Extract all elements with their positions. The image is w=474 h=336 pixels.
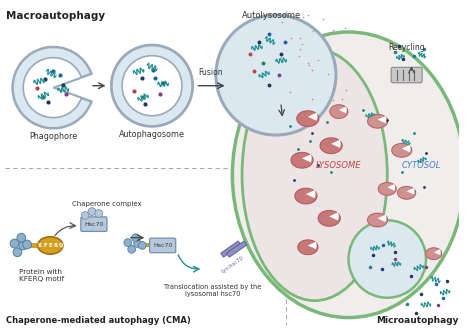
Ellipse shape: [261, 105, 310, 134]
Wedge shape: [329, 212, 339, 220]
Bar: [227, 241, 247, 257]
Text: Translocation assisted by the
lysosomal hsc70: Translocation assisted by the lysosomal …: [164, 284, 262, 297]
Circle shape: [216, 15, 336, 135]
Text: Q: Q: [59, 243, 63, 248]
Text: Chaperone-mediated autophagy (CMA): Chaperone-mediated autophagy (CMA): [6, 316, 191, 325]
Wedge shape: [308, 242, 317, 249]
FancyBboxPatch shape: [391, 67, 422, 83]
Text: Hsc70: Hsc70: [84, 222, 104, 227]
Polygon shape: [298, 240, 318, 255]
Text: LYSOSOME: LYSOSOME: [316, 161, 362, 170]
Circle shape: [111, 45, 192, 126]
Text: Autophagosome: Autophagosome: [119, 130, 185, 139]
Circle shape: [82, 212, 89, 219]
Wedge shape: [407, 188, 414, 195]
Polygon shape: [368, 213, 388, 227]
Circle shape: [88, 208, 96, 215]
Polygon shape: [426, 248, 442, 259]
Polygon shape: [378, 183, 396, 195]
Circle shape: [132, 234, 139, 242]
Wedge shape: [23, 58, 82, 118]
Text: E: E: [48, 243, 52, 248]
Text: K: K: [38, 243, 42, 248]
Text: Macroautophagy: Macroautophagy: [6, 11, 105, 21]
Polygon shape: [392, 143, 412, 157]
Polygon shape: [368, 115, 388, 128]
Circle shape: [122, 56, 182, 116]
Bar: [221, 241, 241, 257]
Circle shape: [23, 240, 31, 249]
Polygon shape: [295, 188, 317, 204]
FancyBboxPatch shape: [150, 238, 176, 253]
Circle shape: [128, 246, 136, 253]
Circle shape: [134, 240, 141, 247]
Wedge shape: [378, 215, 386, 222]
Polygon shape: [320, 138, 342, 154]
Text: Lys-hsc70: Lys-hsc70: [220, 255, 245, 274]
Ellipse shape: [242, 49, 387, 301]
Circle shape: [138, 242, 146, 249]
Circle shape: [95, 210, 103, 217]
Wedge shape: [302, 154, 311, 162]
Text: Microautophagy: Microautophagy: [375, 316, 458, 325]
Circle shape: [10, 239, 19, 248]
Polygon shape: [330, 105, 348, 118]
FancyBboxPatch shape: [81, 217, 107, 232]
Circle shape: [13, 248, 22, 257]
Polygon shape: [318, 211, 340, 226]
Text: R: R: [54, 243, 58, 248]
Wedge shape: [402, 145, 410, 152]
Wedge shape: [331, 140, 341, 148]
Wedge shape: [13, 47, 91, 128]
Wedge shape: [387, 184, 395, 191]
Polygon shape: [297, 111, 319, 126]
Text: Recycling: Recycling: [388, 43, 425, 52]
Wedge shape: [306, 190, 316, 198]
Circle shape: [348, 220, 426, 298]
Ellipse shape: [232, 32, 465, 318]
Text: Chaperone complex: Chaperone complex: [72, 201, 141, 207]
Wedge shape: [308, 113, 318, 121]
Text: CYTOSOL: CYTOSOL: [401, 161, 441, 170]
Wedge shape: [378, 116, 386, 123]
Text: Phagophore: Phagophore: [29, 132, 77, 141]
Wedge shape: [434, 249, 441, 255]
Polygon shape: [291, 153, 313, 168]
Polygon shape: [398, 186, 416, 199]
Text: Protein with
KFERQ motif: Protein with KFERQ motif: [19, 269, 64, 282]
Text: Fusion: Fusion: [199, 68, 223, 77]
Wedge shape: [339, 107, 346, 113]
Text: F: F: [43, 243, 47, 248]
Circle shape: [124, 239, 132, 246]
Ellipse shape: [38, 237, 63, 254]
Text: Autolysosome: Autolysosome: [241, 11, 301, 20]
Circle shape: [19, 241, 27, 250]
Text: Hsc70: Hsc70: [153, 243, 173, 248]
Circle shape: [17, 233, 26, 242]
